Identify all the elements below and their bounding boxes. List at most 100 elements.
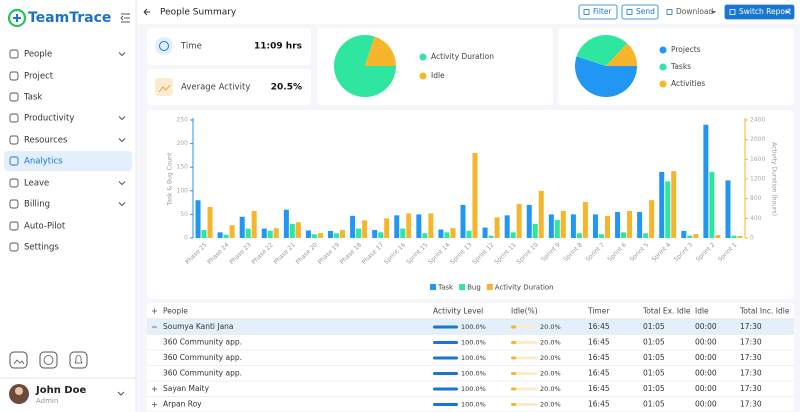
time-cell: 17:30 — [740, 369, 762, 378]
bar — [229, 225, 235, 238]
pie-slice — [365, 36, 396, 66]
time-cell: 16:45 — [588, 353, 610, 362]
menu-item[interactable]: Productivity — [24, 114, 74, 124]
bar — [504, 215, 510, 238]
bar — [384, 218, 390, 238]
menu-item[interactable]: Task — [23, 93, 42, 103]
bar — [217, 232, 223, 238]
idle-bar — [511, 325, 517, 329]
stat-value: 11:09 hrs — [254, 42, 302, 52]
bar — [659, 171, 665, 238]
legend-label: Activity Duration — [431, 52, 494, 61]
back-button[interactable] — [143, 8, 150, 16]
bar — [267, 230, 273, 238]
menu-icon — [9, 49, 19, 59]
bar — [725, 180, 731, 238]
menu-item[interactable]: Resources — [24, 136, 68, 146]
bar — [283, 209, 289, 238]
legend-swatch — [419, 72, 427, 80]
bar — [693, 234, 699, 238]
bar — [334, 233, 340, 238]
time-cell: 01:05 — [643, 338, 665, 347]
bar — [328, 230, 334, 238]
logo-icon — [7, 8, 27, 28]
menu-icon — [9, 178, 19, 188]
bar — [472, 152, 478, 238]
legend-swatch — [486, 284, 493, 290]
bar — [378, 232, 384, 238]
menu-icon — [9, 242, 19, 252]
help-button[interactable] — [39, 351, 58, 369]
bar — [311, 234, 317, 238]
idle-bar — [511, 403, 517, 406]
bar — [444, 232, 450, 238]
bar — [261, 228, 267, 238]
bar — [295, 222, 301, 238]
user-menu-chevron[interactable] — [117, 391, 125, 396]
bar — [201, 229, 207, 238]
time-icon-bg — [155, 37, 173, 55]
button-caret — [785, 11, 790, 14]
bar — [239, 216, 245, 238]
button-label: Download — [676, 7, 714, 16]
bar — [289, 223, 295, 238]
bar — [731, 235, 737, 238]
pie-slice — [575, 56, 637, 98]
bar — [687, 235, 693, 238]
bar — [223, 234, 229, 238]
legend-label: Projects — [671, 45, 701, 54]
button-label: Switch Report — [739, 7, 791, 16]
menu-icon — [9, 92, 19, 102]
bar — [526, 204, 532, 238]
expand-row[interactable] — [152, 402, 157, 407]
idle-label: 20.0% — [540, 354, 561, 362]
user-name: John Doe — [35, 385, 86, 396]
bar — [538, 190, 544, 238]
header-button[interactable] — [578, 4, 618, 20]
menu-item[interactable]: Auto-Pilot — [24, 222, 66, 232]
notifications-button[interactable] — [69, 351, 88, 369]
header-button[interactable] — [661, 4, 721, 20]
time-cell: 16:45 — [588, 400, 610, 409]
menu-item[interactable]: Billing — [24, 200, 50, 210]
button-icon — [583, 9, 590, 15]
button-icon — [729, 9, 736, 15]
header-button[interactable] — [621, 4, 659, 20]
collapse-button[interactable] — [120, 13, 130, 23]
legend-swatch — [459, 284, 466, 290]
time-cell: 16:45 — [588, 369, 610, 378]
menu-item[interactable]: Project — [24, 72, 54, 82]
pie-slice — [576, 35, 628, 66]
gallery-button[interactable] — [9, 351, 28, 369]
menu-chevron — [118, 202, 126, 207]
column-header: Idle — [695, 307, 709, 316]
legend-label: Task — [437, 284, 454, 292]
sidebar — [0, 0, 136, 412]
person-name: Sayan Maity — [163, 384, 210, 393]
header-button[interactable] — [724, 4, 795, 20]
menu-item[interactable]: Analytics — [24, 157, 63, 167]
menu-item[interactable]: People — [24, 50, 52, 60]
time-cell: 17:30 — [740, 384, 762, 393]
activity-label: 100.0% — [461, 354, 486, 362]
button-label: Send — [636, 7, 655, 16]
bar — [615, 212, 621, 238]
bar — [416, 214, 422, 238]
menu-item[interactable]: Settings — [24, 243, 59, 253]
time-cell: 00:00 — [695, 338, 717, 347]
y2-tick-label: 2400 — [750, 117, 765, 124]
bar — [494, 217, 500, 238]
expand-all[interactable] — [152, 308, 157, 314]
bar — [340, 230, 346, 238]
idle-label: 20.0% — [540, 370, 561, 378]
legend-swatch — [419, 53, 427, 61]
menu-item[interactable]: Leave — [24, 179, 49, 189]
legend-label: Activity Duration — [495, 284, 554, 292]
bar — [466, 230, 472, 238]
expand-row[interactable] — [152, 386, 157, 392]
button-icon — [666, 9, 673, 15]
bell-icon — [74, 355, 83, 364]
row-highlight — [147, 319, 794, 335]
activity-label: 100.0% — [461, 370, 486, 378]
